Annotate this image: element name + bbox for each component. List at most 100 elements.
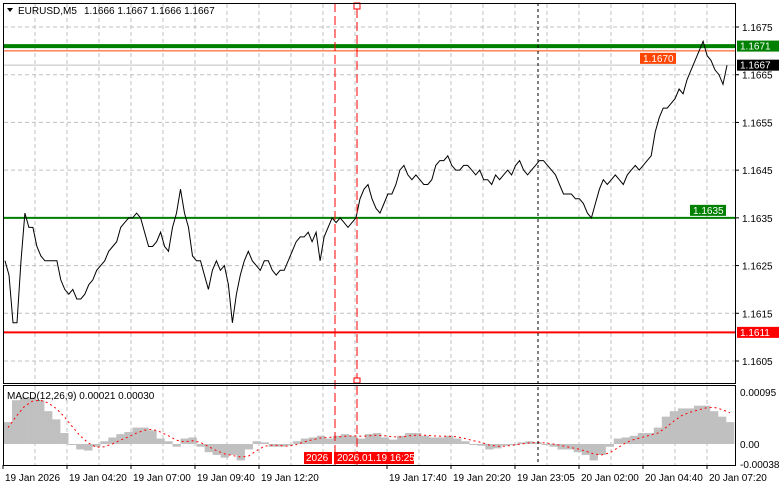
macd-bar xyxy=(196,444,205,447)
macd-bar xyxy=(252,441,261,444)
current-price-label-bg xyxy=(737,59,779,71)
macd-bar xyxy=(340,434,350,444)
collapse-triangle-icon[interactable] xyxy=(7,8,13,12)
macd-bar xyxy=(292,441,302,444)
macd-bar xyxy=(565,444,574,450)
macd-panel-frame xyxy=(3,385,736,466)
support-label: 1.1635 xyxy=(693,206,724,217)
macd-bar xyxy=(597,444,606,455)
macd-bar xyxy=(389,439,398,444)
x-tick-label: 19 Jan 09:40 xyxy=(197,473,255,484)
ohlc-values: 1.1666 1.1667 1.1666 1.1667 xyxy=(84,6,215,17)
macd-bar xyxy=(108,437,117,444)
macd-bar xyxy=(605,444,614,447)
price-series-line xyxy=(4,39,728,324)
macd-bar xyxy=(397,435,406,444)
macd-bar xyxy=(357,438,366,444)
price-panel-frame xyxy=(3,3,736,384)
macd-bar xyxy=(637,433,647,444)
macd-bar xyxy=(44,411,53,444)
y-tick-label: 1.1645 xyxy=(742,166,773,177)
macd-bar xyxy=(60,433,69,444)
macd-bar xyxy=(236,444,245,461)
macd-bar xyxy=(541,444,550,445)
x-tick-label: 19 Jan 2026 xyxy=(5,473,60,484)
macd-bar xyxy=(244,444,253,450)
crosshair-time-label-bg xyxy=(334,452,414,464)
macd-bar xyxy=(268,444,277,447)
macd-bar xyxy=(84,444,93,451)
x-tick-label: 19 Jan 07:00 xyxy=(133,473,191,484)
x-tick-label: 19 Jan 12:20 xyxy=(261,473,319,484)
macd-bar xyxy=(148,430,157,444)
price-grid xyxy=(4,4,735,383)
macd-bar xyxy=(100,441,109,444)
y-tick-label: 1.1625 xyxy=(742,262,773,273)
macd-bar xyxy=(677,408,687,444)
macd-bar xyxy=(373,433,382,444)
x-tick-label: 20 Jan 07:20 xyxy=(709,473,767,484)
macd-bar xyxy=(365,434,374,444)
x-tick-label: 20 Jan 04:40 xyxy=(645,473,703,484)
macd-bar xyxy=(453,438,462,444)
macd-histogram xyxy=(4,397,735,461)
macd-bar xyxy=(164,441,173,444)
macd-bar xyxy=(693,405,703,444)
macd-signal-line xyxy=(7,399,731,458)
macd-bar xyxy=(549,444,558,447)
macd-bar xyxy=(581,444,590,455)
price-axis[interactable]: 1.1675 1.1665 1.1655 1.1645 1.1635 1.1625 1.16… xyxy=(735,23,773,368)
macd-bar xyxy=(613,438,622,444)
macd-bar xyxy=(469,444,478,445)
macd-bar xyxy=(405,433,414,444)
macd-bar xyxy=(204,444,213,453)
macd-bar xyxy=(661,416,671,444)
macd-tick-label: 0.00095 xyxy=(740,388,777,399)
macd-axis[interactable]: 0.00095 0.00 -0.00038 xyxy=(740,388,780,471)
y-tick-label: 1.1655 xyxy=(742,118,773,129)
x-tick-label: 20 Jan 02:00 xyxy=(581,473,639,484)
macd-bar xyxy=(573,444,582,453)
macd-bar xyxy=(4,422,13,444)
macd-bar xyxy=(76,444,85,450)
macd-bar xyxy=(324,438,334,444)
x-tick-label: 19 Jan 20:20 xyxy=(453,473,511,484)
crosshair-handle-bottom[interactable] xyxy=(353,377,361,384)
time-axis[interactable]: 19 Jan 2026 19 Jan 04:20 19 Jan 07:00 19 Ja… xyxy=(2,465,767,484)
symbol-timeframe: EURUSD,M5 xyxy=(18,6,77,17)
macd-bar xyxy=(20,397,29,444)
macd-bar xyxy=(645,433,655,444)
macd-tick-label: -0.00038 xyxy=(740,460,780,471)
macd-tick-label: 0.00 xyxy=(740,440,760,451)
macd-bar xyxy=(220,444,229,458)
macd-bar xyxy=(212,444,221,455)
macd-bar xyxy=(180,438,189,444)
y-tick-label: 1.1675 xyxy=(742,23,773,34)
macd-bar xyxy=(308,437,318,444)
hidden-level-label: 1.1670 xyxy=(643,54,674,65)
macd-bar xyxy=(461,441,470,444)
macd-bar xyxy=(445,435,454,444)
macd-bar xyxy=(501,444,510,446)
x-tick-label: 19 Jan 17:40 xyxy=(389,473,447,484)
crosshair-hidden-label-bg xyxy=(304,452,332,464)
macd-bar xyxy=(437,437,446,444)
crosshair-hidden-label: 2026 xyxy=(306,453,329,464)
x-tick-label: 19 Jan 04:20 xyxy=(69,473,127,484)
macd-bar xyxy=(429,437,438,444)
macd-bar xyxy=(316,435,326,444)
macd-bar xyxy=(621,437,630,444)
macd-bar xyxy=(92,444,101,447)
stop-label: 1.1611 xyxy=(740,328,770,339)
resistance-label: 1.1671 xyxy=(740,42,771,53)
macd-bar xyxy=(517,442,526,444)
macd-bar xyxy=(140,427,149,444)
macd-label: MACD(12,26,9) 0.00021 0.00030 xyxy=(7,391,155,402)
support-label-bg xyxy=(690,204,726,216)
macd-bar xyxy=(52,419,61,444)
macd-bar xyxy=(68,444,77,445)
macd-bar xyxy=(349,435,358,444)
macd-bar xyxy=(493,444,502,449)
macd-bar xyxy=(132,427,141,444)
